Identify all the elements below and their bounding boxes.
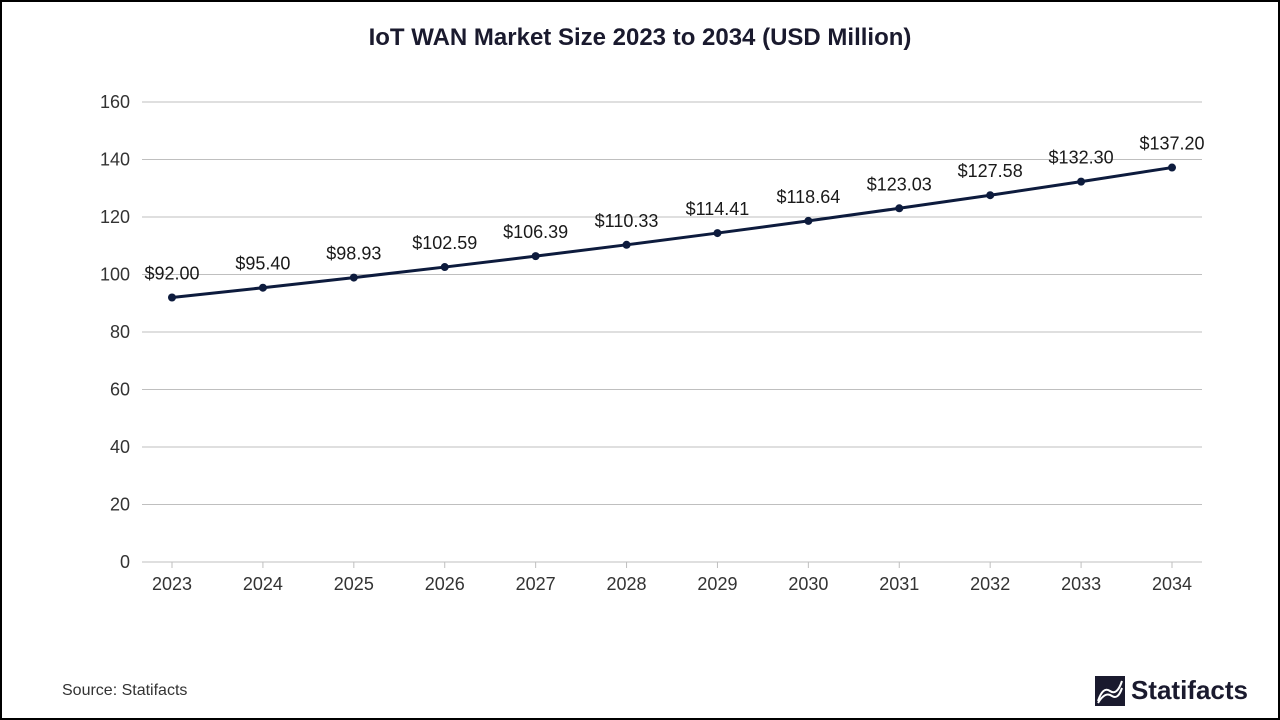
data-point-marker: [350, 274, 358, 282]
data-point-label: $123.03: [867, 174, 932, 194]
data-point-marker: [532, 252, 540, 260]
x-axis-tick-label: 2029: [697, 574, 737, 594]
data-point-label: $106.39: [503, 222, 568, 242]
data-point-label: $127.58: [958, 161, 1023, 181]
x-axis-tick-label: 2026: [425, 574, 465, 594]
chart-container: IoT WAN Market Size 2023 to 2034 (USD Mi…: [0, 0, 1280, 720]
brand-icon: [1095, 676, 1125, 706]
y-axis-tick-label: 100: [100, 265, 130, 285]
data-point-label: $102.59: [412, 233, 477, 253]
x-axis-tick-label: 2032: [970, 574, 1010, 594]
x-axis-tick-label: 2034: [1152, 574, 1192, 594]
data-point-label: $137.20: [1139, 134, 1204, 154]
y-axis-tick-label: 140: [100, 150, 130, 170]
data-point-label: $98.93: [326, 244, 381, 264]
data-point-label: $92.00: [144, 264, 199, 284]
brand-name: Statifacts: [1131, 675, 1248, 706]
x-axis-tick-label: 2025: [334, 574, 374, 594]
source-attribution: Source: Statifacts: [62, 682, 187, 700]
line-chart: 0 20 40 60 80 100 120 140 160 2023 2024 2025 2026 20…: [62, 82, 1222, 622]
data-point-label: $110.33: [595, 211, 659, 231]
x-axis-tick-label: 2030: [788, 574, 828, 594]
y-axis-tick-label: 40: [110, 437, 130, 457]
x-axis-tick-label: 2028: [607, 574, 647, 594]
y-axis-tick-label: 120: [100, 207, 130, 227]
data-point-marker: [1168, 164, 1176, 172]
x-axis-tick-label: 2024: [243, 574, 283, 594]
data-point-marker: [441, 263, 449, 271]
x-axis-tick-label: 2031: [879, 574, 919, 594]
data-point-marker: [986, 191, 994, 199]
y-axis-tick-label: 0: [120, 552, 130, 572]
data-point-marker: [168, 294, 176, 302]
chart-title: IoT WAN Market Size 2023 to 2034 (USD Mi…: [2, 24, 1278, 52]
data-point-label: $118.64: [776, 187, 840, 207]
y-axis-tick-label: 80: [110, 322, 130, 342]
y-axis-tick-label: 60: [110, 380, 130, 400]
y-axis-tick-label: 20: [110, 495, 130, 515]
data-point-label: $95.40: [235, 254, 290, 274]
data-point-label: $132.30: [1049, 148, 1114, 168]
data-point-marker: [623, 241, 631, 249]
brand-logo: Statifacts: [1095, 675, 1248, 706]
data-point-marker: [895, 204, 903, 212]
x-axis-tick-label: 2033: [1061, 574, 1101, 594]
data-point-marker: [1077, 178, 1085, 186]
x-axis-tick-label: 2027: [516, 574, 556, 594]
data-point-label: $114.41: [686, 199, 750, 219]
data-point-marker: [713, 229, 721, 237]
y-axis-tick-label: 160: [100, 92, 130, 112]
data-point-marker: [804, 217, 812, 225]
x-axis-tick-label: 2023: [152, 574, 192, 594]
data-point-marker: [259, 284, 267, 292]
series-line: [172, 168, 1172, 298]
